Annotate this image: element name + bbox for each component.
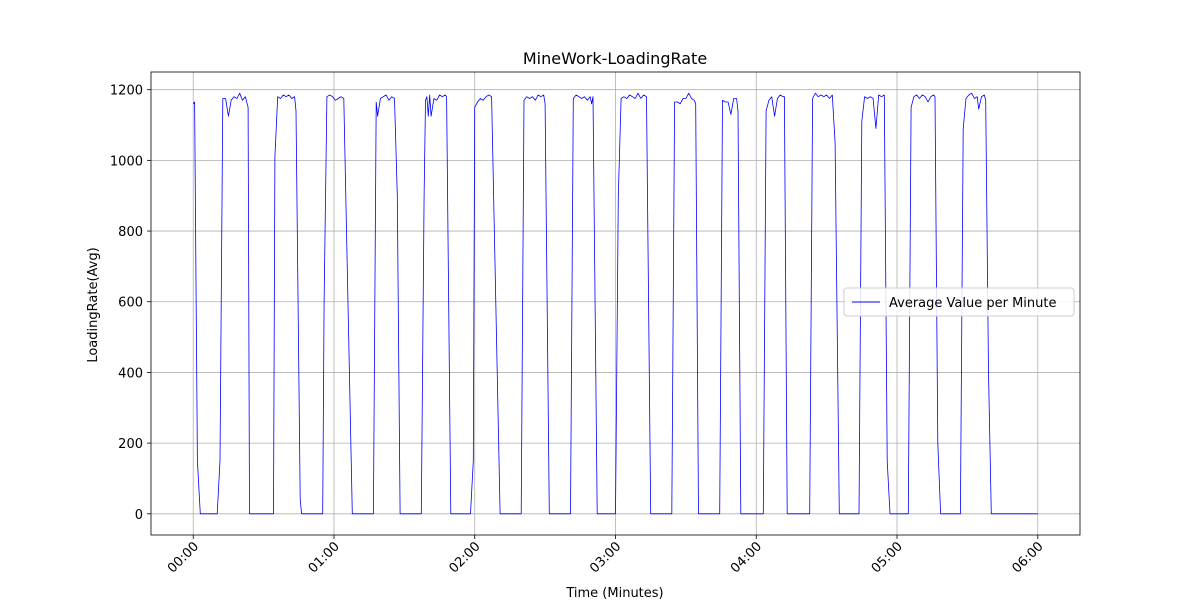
y-axis-label: LoadingRate(Avg) [86, 247, 101, 362]
y-tick-label: 1200 [110, 84, 143, 99]
chart-title: MineWork-LoadingRate [523, 49, 707, 68]
x-axis-label: Time (Minutes) [565, 586, 663, 600]
y-tick-label: 1000 [110, 154, 143, 169]
y-tick-label: 600 [118, 296, 143, 311]
series-layer [192, 92, 1038, 515]
series-line [192, 92, 1038, 515]
y-axis: 0 200 400 600 800 1000 1200 [110, 84, 151, 523]
y-tick-label: 800 [118, 225, 143, 240]
legend: Average Value per Minute [843, 287, 1075, 317]
legend-box [843, 287, 1075, 317]
y-tick-label: 400 [118, 366, 143, 381]
y-tick-label: 200 [118, 437, 143, 452]
legend-label: Average Value per Minute [889, 296, 1056, 311]
y-tick-label: 0 [135, 508, 143, 523]
